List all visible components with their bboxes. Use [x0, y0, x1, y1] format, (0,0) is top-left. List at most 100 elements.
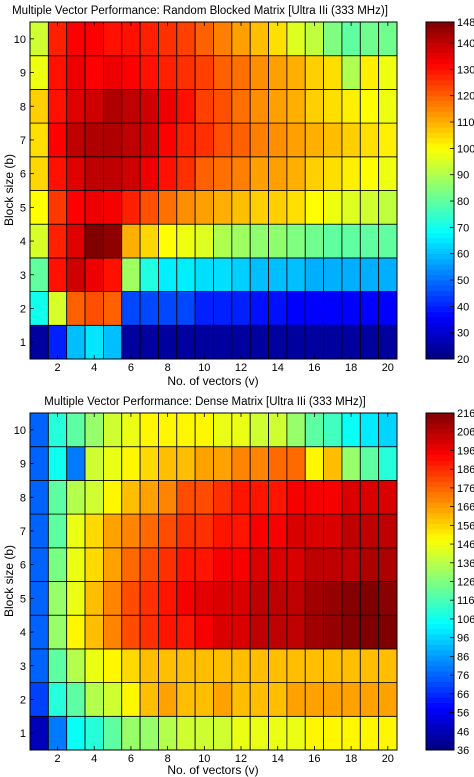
heatmap-cell — [47, 715, 68, 751]
colorbar-segment — [426, 734, 454, 740]
heatmap-cell — [176, 55, 196, 90]
heatmap-cell — [341, 648, 361, 684]
heatmap-cell — [323, 547, 343, 582]
heatmap-cell — [194, 614, 214, 650]
heatmap-cell — [66, 479, 86, 515]
heatmap-cell — [213, 21, 233, 57]
heatmap-cell — [84, 257, 104, 292]
colorbar-segment — [426, 549, 454, 556]
heatmap-cell — [139, 55, 159, 90]
colorbar-segment — [426, 269, 454, 276]
heatmap-cell — [304, 190, 325, 225]
colorbar-segment — [426, 306, 454, 312]
heatmap-cell — [249, 513, 269, 549]
heatmap-cell — [139, 122, 159, 158]
heatmap-cell — [323, 648, 343, 684]
heatmap-cell — [304, 715, 325, 751]
colorbar-segment — [426, 476, 454, 482]
heatmap-cell — [84, 715, 104, 751]
colorbar-segment — [426, 264, 454, 270]
chart-1-title: Multiple Vector Performance: Random Bloc… — [12, 5, 388, 17]
heatmap-cell — [47, 156, 68, 191]
x-tick-label: 18 — [345, 753, 357, 765]
colorbar-segment — [426, 195, 454, 202]
colorbar-segment — [426, 48, 454, 54]
colorbar-segment — [426, 655, 454, 661]
heatmap-cell — [139, 513, 159, 549]
heatmap-cell — [286, 156, 306, 191]
x-tick-label: 8 — [165, 753, 171, 765]
heatmap-cell — [139, 21, 159, 57]
colorbar-segment — [426, 560, 454, 567]
colorbar-segment — [426, 280, 454, 286]
chart-2-heatmap-cells — [29, 412, 398, 751]
heatmap-cell — [66, 55, 86, 90]
colorbar-segment — [426, 295, 454, 302]
y-tick-label: 3 — [20, 270, 26, 282]
heatmap-cell — [84, 324, 104, 360]
heatmap-cell — [158, 190, 178, 225]
colorbar-segment — [426, 53, 454, 60]
y-tick-label: 2 — [20, 694, 26, 706]
colorbar-segment — [426, 634, 454, 640]
heatmap-cell — [103, 479, 123, 515]
colorbar-tick-label: 186 — [457, 464, 474, 476]
heatmap-cell — [176, 682, 196, 717]
heatmap-cell — [341, 21, 361, 57]
heatmap-cell — [139, 291, 159, 326]
heatmap-cell — [359, 89, 380, 124]
heatmap-cell — [66, 21, 86, 57]
heatmap-cell — [268, 513, 288, 549]
colorbar-tick-label: 20 — [457, 354, 469, 366]
heatmap-cell — [341, 547, 361, 582]
heatmap-cell — [47, 21, 68, 57]
heatmap-cell — [231, 479, 251, 515]
colorbar-segment — [426, 586, 454, 593]
heatmap-cell — [84, 581, 104, 616]
heatmap-cell — [176, 614, 196, 650]
x-tick-label: 6 — [128, 362, 134, 374]
colorbar-segment — [426, 337, 454, 344]
heatmap-cell — [47, 257, 68, 292]
heatmap-cell — [268, 547, 288, 582]
heatmap-cell — [231, 21, 251, 57]
heatmap-cell — [103, 446, 123, 481]
heatmap-cell — [231, 648, 251, 684]
heatmap-cell — [323, 614, 343, 650]
colorbar-segment — [426, 190, 454, 197]
heatmap-cell — [231, 412, 251, 448]
heatmap-cell — [103, 190, 123, 225]
heatmap-cell — [323, 412, 343, 448]
colorbar-segment — [426, 723, 454, 730]
heatmap-cell — [359, 156, 380, 191]
heatmap-cell — [268, 715, 288, 751]
colorbar-segment — [426, 623, 454, 630]
heatmap-cell — [84, 89, 104, 124]
colorbar-tick-label: 156 — [457, 520, 474, 532]
colorbar-segment — [426, 253, 454, 260]
heatmap-cell — [249, 648, 269, 684]
heatmap-cell — [323, 682, 343, 717]
colorbar-segment — [426, 418, 454, 424]
colorbar-segment — [426, 27, 454, 33]
heatmap-cell — [139, 324, 159, 360]
colorbar-segment — [426, 348, 454, 355]
heatmap-cell — [378, 513, 398, 549]
colorbar-segment — [426, 697, 454, 703]
heatmap-cell — [158, 21, 178, 57]
heatmap-cell — [194, 648, 214, 684]
heatmap-cell — [66, 190, 86, 225]
colorbar-segment — [426, 248, 454, 254]
heatmap-cell — [359, 257, 380, 292]
heatmap-cell — [47, 190, 68, 225]
heatmap-cell — [359, 291, 380, 326]
x-tick-label: 16 — [308, 362, 320, 374]
colorbar-segment — [426, 64, 454, 70]
heatmap-cell — [323, 122, 343, 158]
colorbar-segment — [426, 111, 454, 118]
heatmap-cell — [286, 223, 306, 259]
heatmap-cell — [103, 715, 123, 751]
colorbar-segment — [426, 227, 454, 233]
chart-2-y-axis-label: Block size (b) — [2, 545, 16, 617]
colorbar-tick-label: 176 — [457, 483, 474, 495]
